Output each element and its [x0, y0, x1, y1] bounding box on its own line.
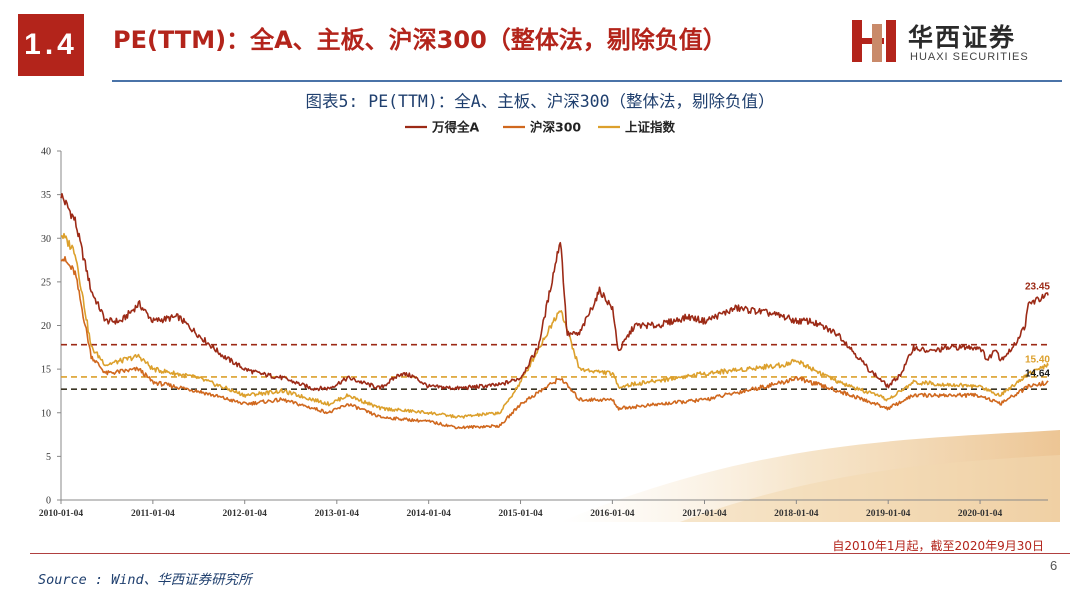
y-tick-label: 40	[41, 147, 51, 158]
end-value-label: 15.40	[1025, 355, 1050, 366]
chart-title: 图表5: PE(TTM)：全A、主板、沪深300（整体法，剔除负值）	[305, 92, 775, 111]
source-note: Source : Wind、华西证券研究所	[38, 572, 252, 588]
background-swoosh	[560, 430, 1060, 522]
x-tick-label: 2013-01-04	[315, 509, 360, 519]
date-range-note: 自2010年1月起，截至2020年9月30日	[832, 539, 1044, 553]
x-tick-label: 2011-01-04	[131, 509, 175, 519]
x-tick-label: 2017-01-04	[682, 509, 727, 519]
end-value-labels: 23.45 15.40 14.64	[1025, 281, 1050, 379]
x-tick-label: 2016-01-04	[590, 509, 635, 519]
chart-legend: 万得全A 沪深300 上证指数	[405, 120, 676, 135]
footer-divider	[30, 553, 1070, 554]
series-line	[60, 193, 1049, 392]
section-number-badge: 1.4	[18, 14, 84, 76]
series-line	[60, 256, 1049, 430]
y-tick-label: 0	[46, 496, 51, 507]
x-tick-label: 2019-01-04	[866, 509, 911, 519]
logo-chinese-name: 华西证券	[908, 23, 1017, 52]
logo-english-name: HUAXI SECURITIES	[910, 51, 1029, 63]
legend-label: 沪深300	[530, 120, 581, 135]
legend-label: 上证指数	[625, 120, 676, 135]
chart-axes: 0 5 10 15 20 25 30 35 40 2010-01-04 2011-01-04 2012…	[39, 147, 1048, 519]
y-tick-label: 30	[41, 234, 51, 245]
title-divider	[112, 80, 1062, 82]
slide-title: PE(TTM)：全A、主板、沪深300（整体法，剔除负值）	[113, 26, 727, 54]
legend-label: 万得全A	[431, 120, 480, 135]
series-line	[60, 232, 1049, 419]
series-lines	[60, 193, 1049, 430]
huaxi-logo: 华西证券 HUAXI SECURITIES	[850, 18, 1060, 66]
x-tick-label: 2018-01-04	[774, 509, 819, 519]
y-tick-label: 20	[41, 321, 51, 332]
y-tick-label: 15	[41, 365, 51, 376]
reference-lines	[61, 343, 1048, 390]
y-tick-label: 10	[41, 408, 51, 419]
x-tick-label: 2020-01-04	[958, 509, 1003, 519]
y-tick-label: 25	[41, 277, 51, 288]
y-tick-label: 35	[41, 190, 51, 201]
huaxi-logo-mark-icon	[852, 20, 896, 62]
end-value-label: 23.45	[1025, 281, 1050, 292]
end-value-label: 14.64	[1025, 368, 1050, 379]
page-number: 6	[1050, 558, 1058, 573]
x-tick-label: 2012-01-04	[223, 509, 268, 519]
y-tick-label: 5	[46, 452, 51, 463]
x-tick-label: 2010-01-04	[39, 509, 84, 519]
x-tick-label: 2015-01-04	[498, 509, 543, 519]
pe-line-chart: 万得全A 沪深300 上证指数 0 5 10 15 20 25 30 35 40 2010-01-04…	[39, 120, 1060, 522]
x-tick-label: 2014-01-04	[407, 509, 452, 519]
